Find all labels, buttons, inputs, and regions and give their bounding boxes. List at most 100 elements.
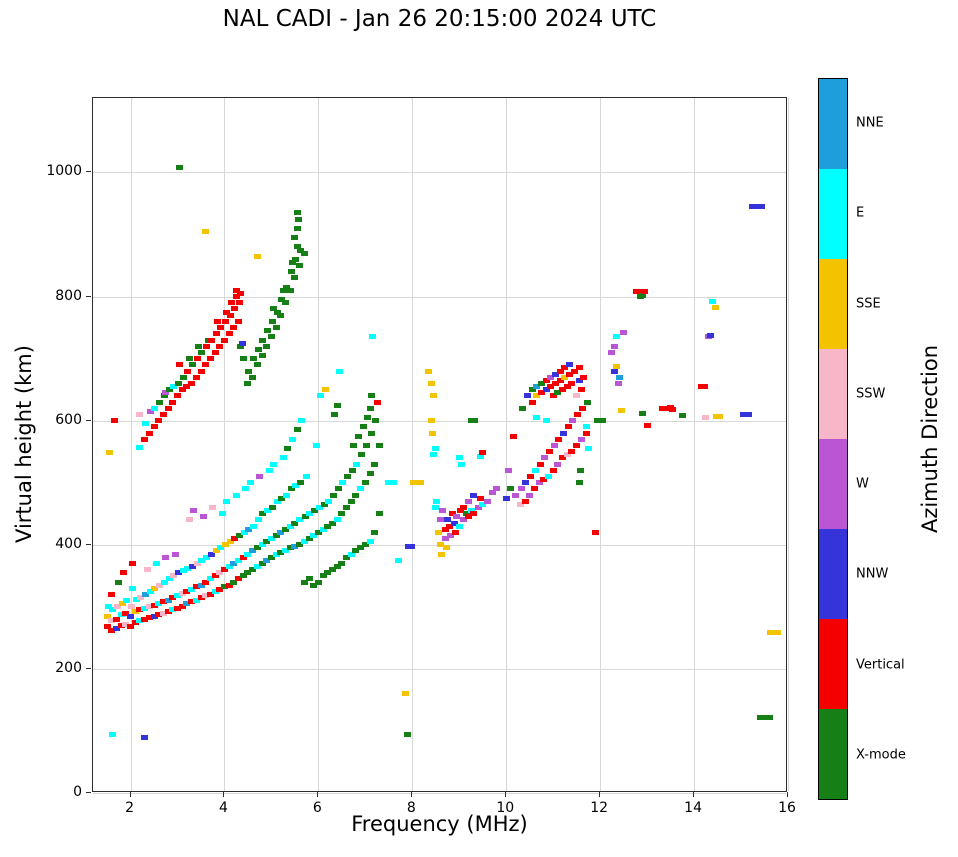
data-point — [293, 244, 301, 250]
x-tick-mark — [317, 792, 319, 797]
data-point — [232, 294, 240, 300]
data-point — [617, 408, 625, 414]
data-point — [476, 495, 484, 501]
data-point — [272, 532, 280, 538]
data-point — [198, 557, 206, 563]
data-point — [223, 498, 231, 504]
data-point — [455, 523, 463, 529]
data-point — [127, 624, 135, 630]
data-point — [453, 514, 461, 520]
colorbar-label-w: W — [856, 476, 869, 492]
data-point — [348, 467, 356, 473]
colorbar-label-sse: SSE — [856, 296, 881, 312]
data-point — [550, 443, 558, 448]
data-point — [237, 343, 245, 349]
data-point — [279, 455, 287, 461]
data-point — [347, 551, 355, 557]
data-point — [282, 300, 290, 306]
y-tick-label: 400 — [55, 535, 82, 552]
data-point — [127, 613, 135, 619]
data-point — [151, 405, 159, 411]
data-point — [613, 363, 621, 369]
data-point — [582, 424, 590, 430]
data-point — [244, 570, 252, 576]
data-point — [246, 480, 254, 486]
data-point — [156, 582, 164, 588]
data-point — [678, 413, 686, 419]
data-point — [507, 486, 515, 492]
data-point — [225, 331, 233, 337]
data-point — [582, 430, 590, 436]
y-tick-mark — [86, 171, 91, 173]
data-point — [202, 579, 210, 585]
data-point — [230, 560, 238, 566]
data-point — [474, 505, 482, 511]
data-point — [361, 480, 369, 486]
data-point — [638, 410, 646, 416]
data-point — [465, 514, 473, 520]
data-point — [169, 595, 177, 601]
data-point — [371, 461, 379, 467]
data-point — [277, 549, 285, 555]
data-point — [533, 384, 541, 390]
data-point — [310, 582, 318, 588]
data-point — [109, 607, 117, 613]
data-point — [223, 309, 231, 315]
data-point — [437, 517, 444, 523]
gridline-x — [600, 98, 602, 791]
data-point — [301, 514, 309, 520]
data-point — [159, 610, 167, 616]
data-point — [479, 450, 487, 456]
x-tick-mark — [505, 792, 507, 797]
data-point — [231, 536, 239, 542]
colorbar-segment-w — [819, 439, 847, 529]
colorbar — [818, 78, 848, 800]
data-point — [250, 356, 258, 362]
gridline-x — [788, 98, 789, 791]
data-point — [429, 393, 437, 399]
data-point — [142, 591, 150, 597]
data-point — [286, 287, 294, 293]
data-point — [437, 542, 444, 548]
data-point — [145, 604, 153, 610]
data-point — [183, 384, 191, 390]
data-point — [712, 413, 723, 419]
data-point — [526, 492, 534, 498]
data-point — [328, 567, 336, 573]
data-point — [702, 415, 710, 421]
data-point — [174, 380, 182, 386]
data-point — [141, 616, 149, 622]
data-point — [273, 498, 281, 504]
data-point — [230, 325, 238, 331]
data-point — [226, 312, 234, 318]
data-point — [292, 256, 300, 262]
data-point — [361, 542, 369, 548]
data-point — [372, 418, 380, 424]
data-point — [267, 334, 275, 340]
data-point — [216, 586, 224, 592]
colorbar-segment-nne — [819, 79, 847, 169]
data-point — [136, 411, 144, 417]
data-point — [185, 517, 193, 523]
data-point — [171, 551, 179, 557]
data-point — [314, 529, 322, 535]
data-point — [123, 598, 131, 604]
data-point — [569, 418, 577, 424]
data-point — [141, 436, 149, 442]
data-point — [575, 377, 583, 383]
data-point — [245, 368, 253, 374]
data-point — [253, 564, 261, 569]
data-point — [512, 492, 520, 498]
data-point — [429, 452, 437, 458]
data-point — [112, 616, 120, 622]
data-point — [145, 430, 153, 436]
data-point — [203, 554, 211, 560]
data-point — [698, 384, 709, 390]
data-point — [277, 312, 285, 318]
data-point — [577, 387, 585, 393]
data-point — [329, 492, 337, 498]
data-point — [183, 601, 191, 607]
data-point — [230, 579, 238, 585]
data-point — [344, 474, 352, 480]
